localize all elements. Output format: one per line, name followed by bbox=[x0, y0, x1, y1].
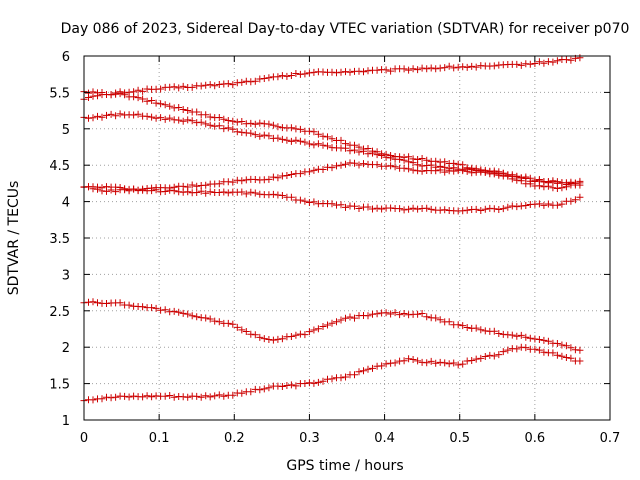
y-tick-label: 1.5 bbox=[49, 378, 70, 393]
x-tick-label: 0.2 bbox=[224, 431, 245, 446]
chart-title: Day 086 of 2023, Sidereal Day-to-day VTE… bbox=[61, 21, 630, 37]
x-axis-label: GPS time / hours bbox=[286, 458, 403, 474]
x-tick-label: 0 bbox=[80, 431, 88, 446]
y-tick-label: 3.5 bbox=[49, 232, 70, 247]
grid bbox=[84, 56, 610, 420]
y-tick-label: 4 bbox=[62, 196, 70, 211]
x-tick-label: 0.5 bbox=[449, 431, 470, 446]
y-tick-label: 3 bbox=[62, 268, 70, 283]
x-tick-label: 0.1 bbox=[149, 431, 170, 446]
y-tick-label: 2 bbox=[62, 341, 70, 356]
y-tick-label: 6 bbox=[62, 50, 70, 65]
x-tick-label: 0.4 bbox=[374, 431, 395, 446]
ticks: 0 0.1 0.2 0.3 0.4 0.5 0.6 0.7 1 1.5 2 2.5 3 3.5 4 4.5 5 5… bbox=[49, 50, 620, 446]
y-tick-label: 2.5 bbox=[49, 305, 70, 320]
x-tick-label: 0.7 bbox=[600, 431, 621, 446]
y-tick-label: 4.5 bbox=[49, 159, 70, 174]
x-tick-label: 0.6 bbox=[525, 431, 546, 446]
y-tick-label: 5 bbox=[62, 123, 70, 138]
y-axis-label: SDTVAR / TECUs bbox=[6, 181, 22, 296]
y-tick-label: 5.5 bbox=[49, 86, 70, 101]
x-tick-label: 0.3 bbox=[299, 431, 320, 446]
y-tick-label: 1 bbox=[62, 414, 70, 429]
